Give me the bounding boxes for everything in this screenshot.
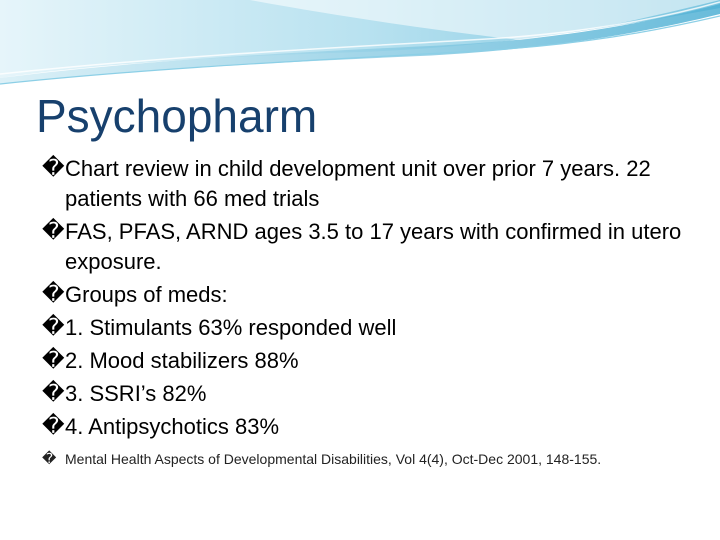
bullet-text: 4. Antipsychotics 83% [65, 414, 280, 439]
citation: � Mental Health Aspects of Developmental… [42, 449, 720, 469]
slide-title: Psychopharm [36, 90, 318, 142]
bullet-item: � 1. Stimulants 63% responded well [42, 313, 702, 343]
bullet-item: � 3. SSRI’s 82% [42, 379, 702, 409]
missing-glyph-icon: � [42, 156, 65, 181]
citation-text: Mental Health Aspects of Developmental D… [65, 451, 602, 467]
bullet-text: 2. Mood stabilizers 88% [65, 348, 299, 373]
bullet-item: � 4. Antipsychotics 83% [42, 412, 702, 442]
bullet-text: Groups of meds: [65, 282, 228, 307]
missing-glyph-icon: � [42, 315, 65, 340]
missing-glyph-icon: � [42, 282, 65, 307]
bullet-item: � FAS, PFAS, ARND ages 3.5 to 17 years w… [42, 217, 702, 277]
missing-glyph-icon: � [42, 348, 65, 373]
missing-glyph-icon: � [42, 451, 57, 467]
bullet-text: 3. SSRI’s 82% [65, 381, 207, 406]
bullet-item: � Groups of meds: [42, 280, 702, 310]
bullet-item: � 2. Mood stabilizers 88% [42, 346, 702, 376]
missing-glyph-icon: � [42, 381, 65, 406]
bullet-text: 1. Stimulants 63% responded well [65, 315, 397, 340]
missing-glyph-icon: � [42, 414, 65, 439]
missing-glyph-icon: � [42, 219, 65, 244]
bullet-list: � Chart review in child development unit… [42, 154, 702, 445]
bullet-text: Chart review in child development unit o… [65, 156, 651, 211]
header-wave-decoration [0, 0, 720, 85]
bullet-item: � Chart review in child development unit… [42, 154, 702, 214]
bullet-text: FAS, PFAS, ARND ages 3.5 to 17 years wit… [65, 219, 682, 274]
